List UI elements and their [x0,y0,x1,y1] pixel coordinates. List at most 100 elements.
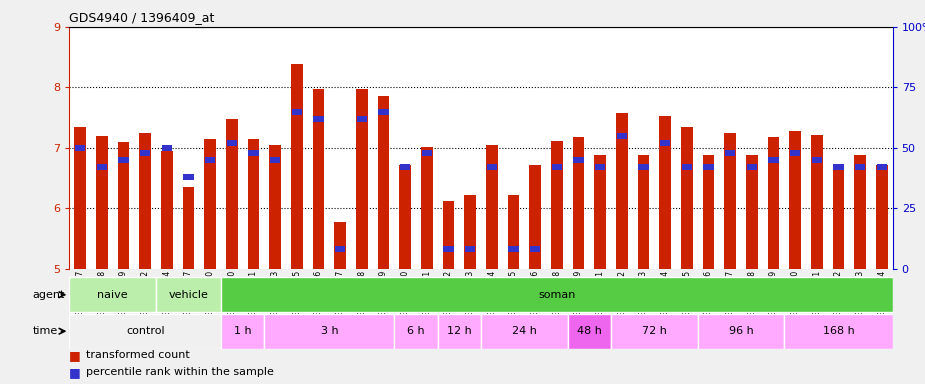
Bar [438,314,481,349]
Bar [465,247,475,252]
Bar [789,131,801,269]
Bar [768,137,780,269]
Bar [568,314,611,349]
Bar [249,150,259,156]
Bar [876,165,888,269]
Bar [702,155,714,269]
Bar [335,247,345,252]
Bar [156,277,221,312]
Text: control: control [126,326,165,336]
Bar [421,147,433,269]
Bar [118,157,129,163]
Bar [269,145,281,269]
Text: time: time [32,326,57,336]
Bar [205,157,216,163]
Bar [356,89,368,269]
Text: 96 h: 96 h [729,326,753,336]
Bar [74,127,86,269]
Bar [703,164,713,170]
Bar [226,119,238,269]
Text: percentile rank within the sample: percentile rank within the sample [86,367,274,377]
Bar [117,142,130,269]
Bar [784,314,893,349]
Bar [595,164,605,170]
Bar [611,314,697,349]
Bar [69,277,156,312]
Text: 48 h: 48 h [577,326,602,336]
Bar [509,247,519,252]
Bar [790,150,800,156]
Bar [69,314,221,349]
Bar [697,314,784,349]
Bar [487,164,497,170]
Bar [660,140,671,146]
Text: ■: ■ [69,349,81,362]
Text: vehicle: vehicle [168,290,208,300]
Bar [725,150,735,156]
Bar [204,139,216,269]
Bar [486,145,498,269]
Bar [182,187,194,269]
Bar [357,116,367,122]
Bar [442,201,454,269]
Bar [140,133,151,269]
Bar [724,133,736,269]
Bar [530,247,540,252]
Bar [265,314,394,349]
Text: transformed count: transformed count [86,350,190,360]
Text: 24 h: 24 h [512,326,536,336]
Bar [183,174,193,180]
Bar [140,150,150,156]
Bar [660,116,672,269]
Bar [227,140,237,146]
Bar [637,155,649,269]
Bar [270,157,280,163]
Bar [682,164,692,170]
Bar [378,109,388,114]
Bar [313,89,325,269]
Bar [400,165,411,269]
Bar [221,314,265,349]
Bar [96,136,108,269]
Bar [855,164,865,170]
Bar [221,277,893,312]
Text: naive: naive [97,290,128,300]
Bar [877,164,887,170]
Bar [422,150,432,156]
Text: 1 h: 1 h [234,326,252,336]
Bar [746,164,757,170]
Text: 168 h: 168 h [822,326,855,336]
Bar [529,165,541,269]
Bar [443,247,453,252]
Text: soman: soman [538,290,575,300]
Bar [769,157,779,163]
Bar [334,222,346,269]
Bar [638,164,648,170]
Bar [574,157,584,163]
Bar [75,145,85,151]
Bar [617,133,627,139]
Bar [377,96,389,269]
Text: 3 h: 3 h [321,326,339,336]
Bar [508,195,520,269]
Bar [551,164,561,170]
Bar [97,164,107,170]
Bar [746,155,758,269]
Bar [290,65,302,269]
Bar [248,139,260,269]
Bar [832,165,845,269]
Bar [833,164,844,170]
Bar [811,134,822,269]
Bar [616,113,628,269]
Bar [401,164,411,170]
Bar [464,195,476,269]
Text: 6 h: 6 h [407,326,425,336]
Text: agent: agent [32,290,65,300]
Text: 72 h: 72 h [642,326,667,336]
Bar [551,141,562,269]
Bar [812,157,822,163]
Bar [681,127,693,269]
Bar [854,155,866,269]
Bar [481,314,568,349]
Bar [394,314,438,349]
